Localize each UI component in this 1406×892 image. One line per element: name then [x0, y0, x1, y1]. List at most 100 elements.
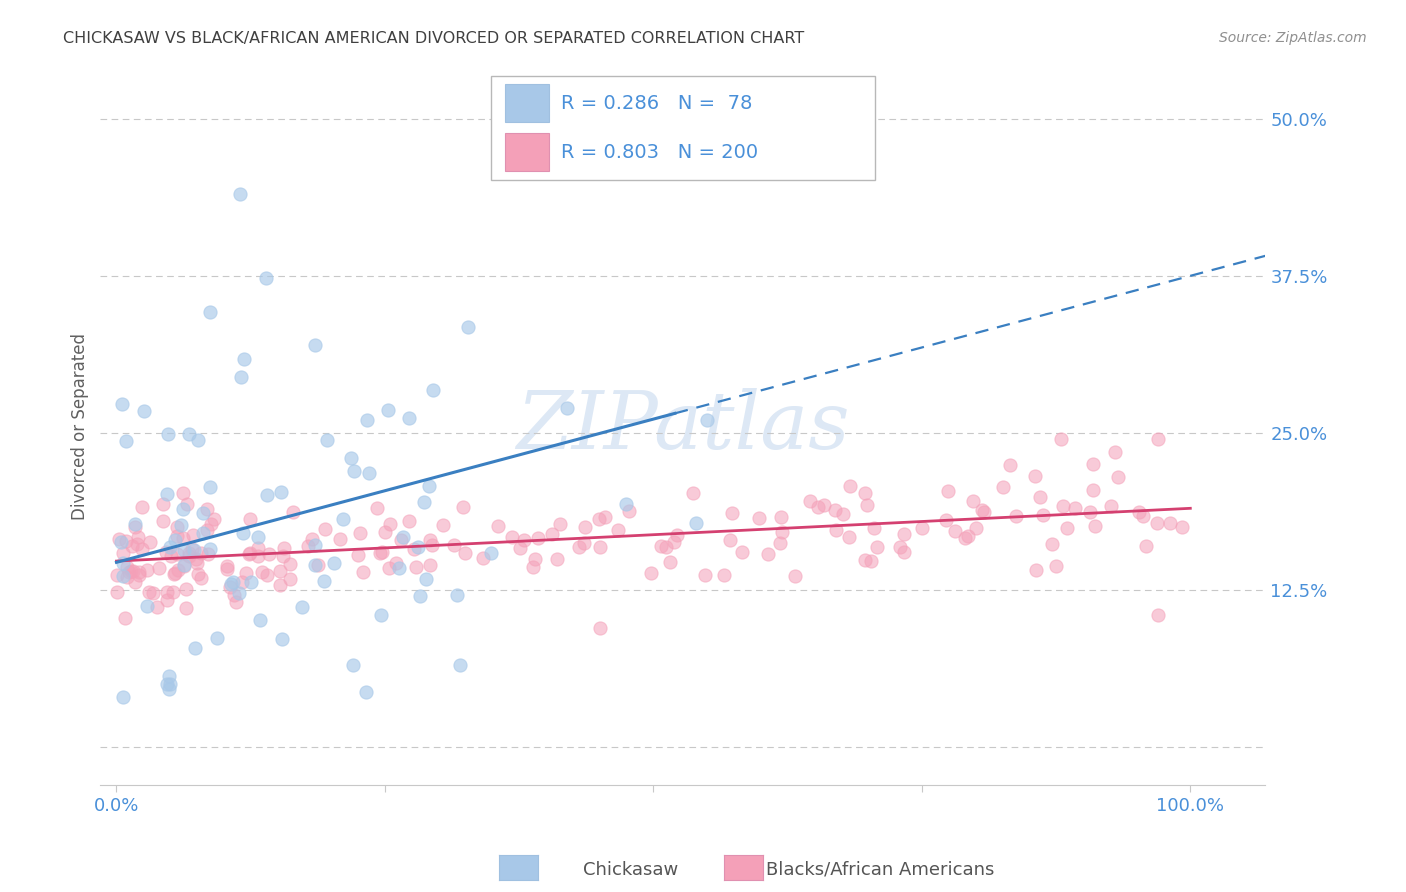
Point: [662, 535, 685, 549]
Point: [935, 513, 957, 527]
Text: R = 0.803   N = 200: R = 0.803 N = 200: [561, 143, 758, 161]
Point: [247, 530, 270, 544]
Point: [128, 566, 150, 580]
Point: [1128, 505, 1150, 519]
Point: [1032, 508, 1054, 523]
Point: [607, 524, 630, 538]
Point: [962, 494, 984, 508]
Point: [432, 518, 454, 533]
Point: [315, 433, 337, 447]
Point: [650, 539, 672, 553]
Point: [235, 566, 257, 581]
Point: [205, 631, 228, 645]
Point: [111, 397, 134, 411]
Point: [183, 543, 205, 558]
Point: [398, 514, 420, 528]
Point: [893, 544, 915, 558]
Point: [340, 450, 363, 465]
Point: [177, 549, 200, 563]
Point: [117, 570, 139, 584]
Point: [993, 480, 1015, 494]
Point: [1107, 470, 1129, 484]
Point: [998, 458, 1021, 472]
Point: [191, 507, 214, 521]
Point: [472, 550, 495, 565]
Point: [304, 558, 326, 573]
Point: [419, 533, 441, 547]
Point: [748, 511, 770, 525]
Point: [856, 498, 879, 512]
Point: [453, 500, 475, 514]
Point: [329, 532, 352, 546]
Point: [105, 584, 128, 599]
Point: [135, 563, 157, 577]
Point: [1084, 519, 1107, 533]
Point: [368, 546, 391, 560]
Point: [108, 532, 131, 546]
Point: [159, 677, 181, 691]
Point: [172, 485, 194, 500]
Text: Blacks/African Americans: Blacks/African Americans: [766, 861, 994, 879]
Point: [731, 545, 754, 559]
Point: [139, 535, 162, 549]
Point: [169, 518, 191, 533]
Point: [449, 658, 471, 673]
Point: [156, 677, 179, 691]
Point: [853, 485, 876, 500]
Point: [240, 574, 263, 589]
Point: [389, 533, 412, 547]
Point: [354, 685, 377, 699]
Point: [228, 585, 250, 599]
Point: [197, 547, 219, 561]
Point: [419, 558, 441, 572]
Point: [198, 305, 221, 319]
Point: [770, 510, 793, 524]
Point: [374, 524, 396, 539]
Point: [121, 540, 143, 554]
Point: [758, 547, 780, 561]
Point: [132, 404, 155, 418]
Point: [225, 595, 247, 609]
Point: [186, 556, 208, 570]
Point: [486, 518, 509, 533]
Point: [115, 560, 138, 574]
Point: [721, 507, 744, 521]
Point: [349, 525, 371, 540]
Point: [1159, 516, 1181, 530]
Point: [911, 521, 934, 535]
Point: [160, 549, 183, 563]
Point: [157, 669, 180, 683]
Point: [1080, 505, 1102, 519]
Point: [152, 514, 174, 528]
Point: [179, 546, 201, 560]
Point: [588, 540, 610, 554]
Point: [111, 690, 134, 704]
Point: [246, 541, 269, 556]
Point: [256, 568, 278, 582]
Point: [1171, 520, 1194, 534]
Point: [118, 566, 141, 580]
Point: [378, 561, 401, 575]
Text: ZIPatlas: ZIPatlas: [516, 388, 849, 466]
Point: [184, 552, 207, 566]
Point: [682, 486, 704, 500]
Point: [200, 516, 222, 531]
Point: [195, 502, 218, 516]
Point: [357, 466, 380, 480]
Point: [392, 530, 415, 544]
Point: [187, 434, 209, 448]
Point: [1045, 559, 1067, 574]
Point: [1146, 516, 1168, 530]
Point: [173, 558, 195, 572]
Point: [366, 500, 388, 515]
Point: [291, 599, 314, 614]
Point: [513, 533, 536, 548]
Point: [314, 522, 336, 536]
Point: [124, 516, 146, 531]
Point: [1104, 444, 1126, 458]
Point: [415, 572, 437, 586]
Point: [568, 540, 591, 554]
Point: [165, 533, 187, 548]
Point: [422, 383, 444, 397]
Point: [332, 512, 354, 526]
